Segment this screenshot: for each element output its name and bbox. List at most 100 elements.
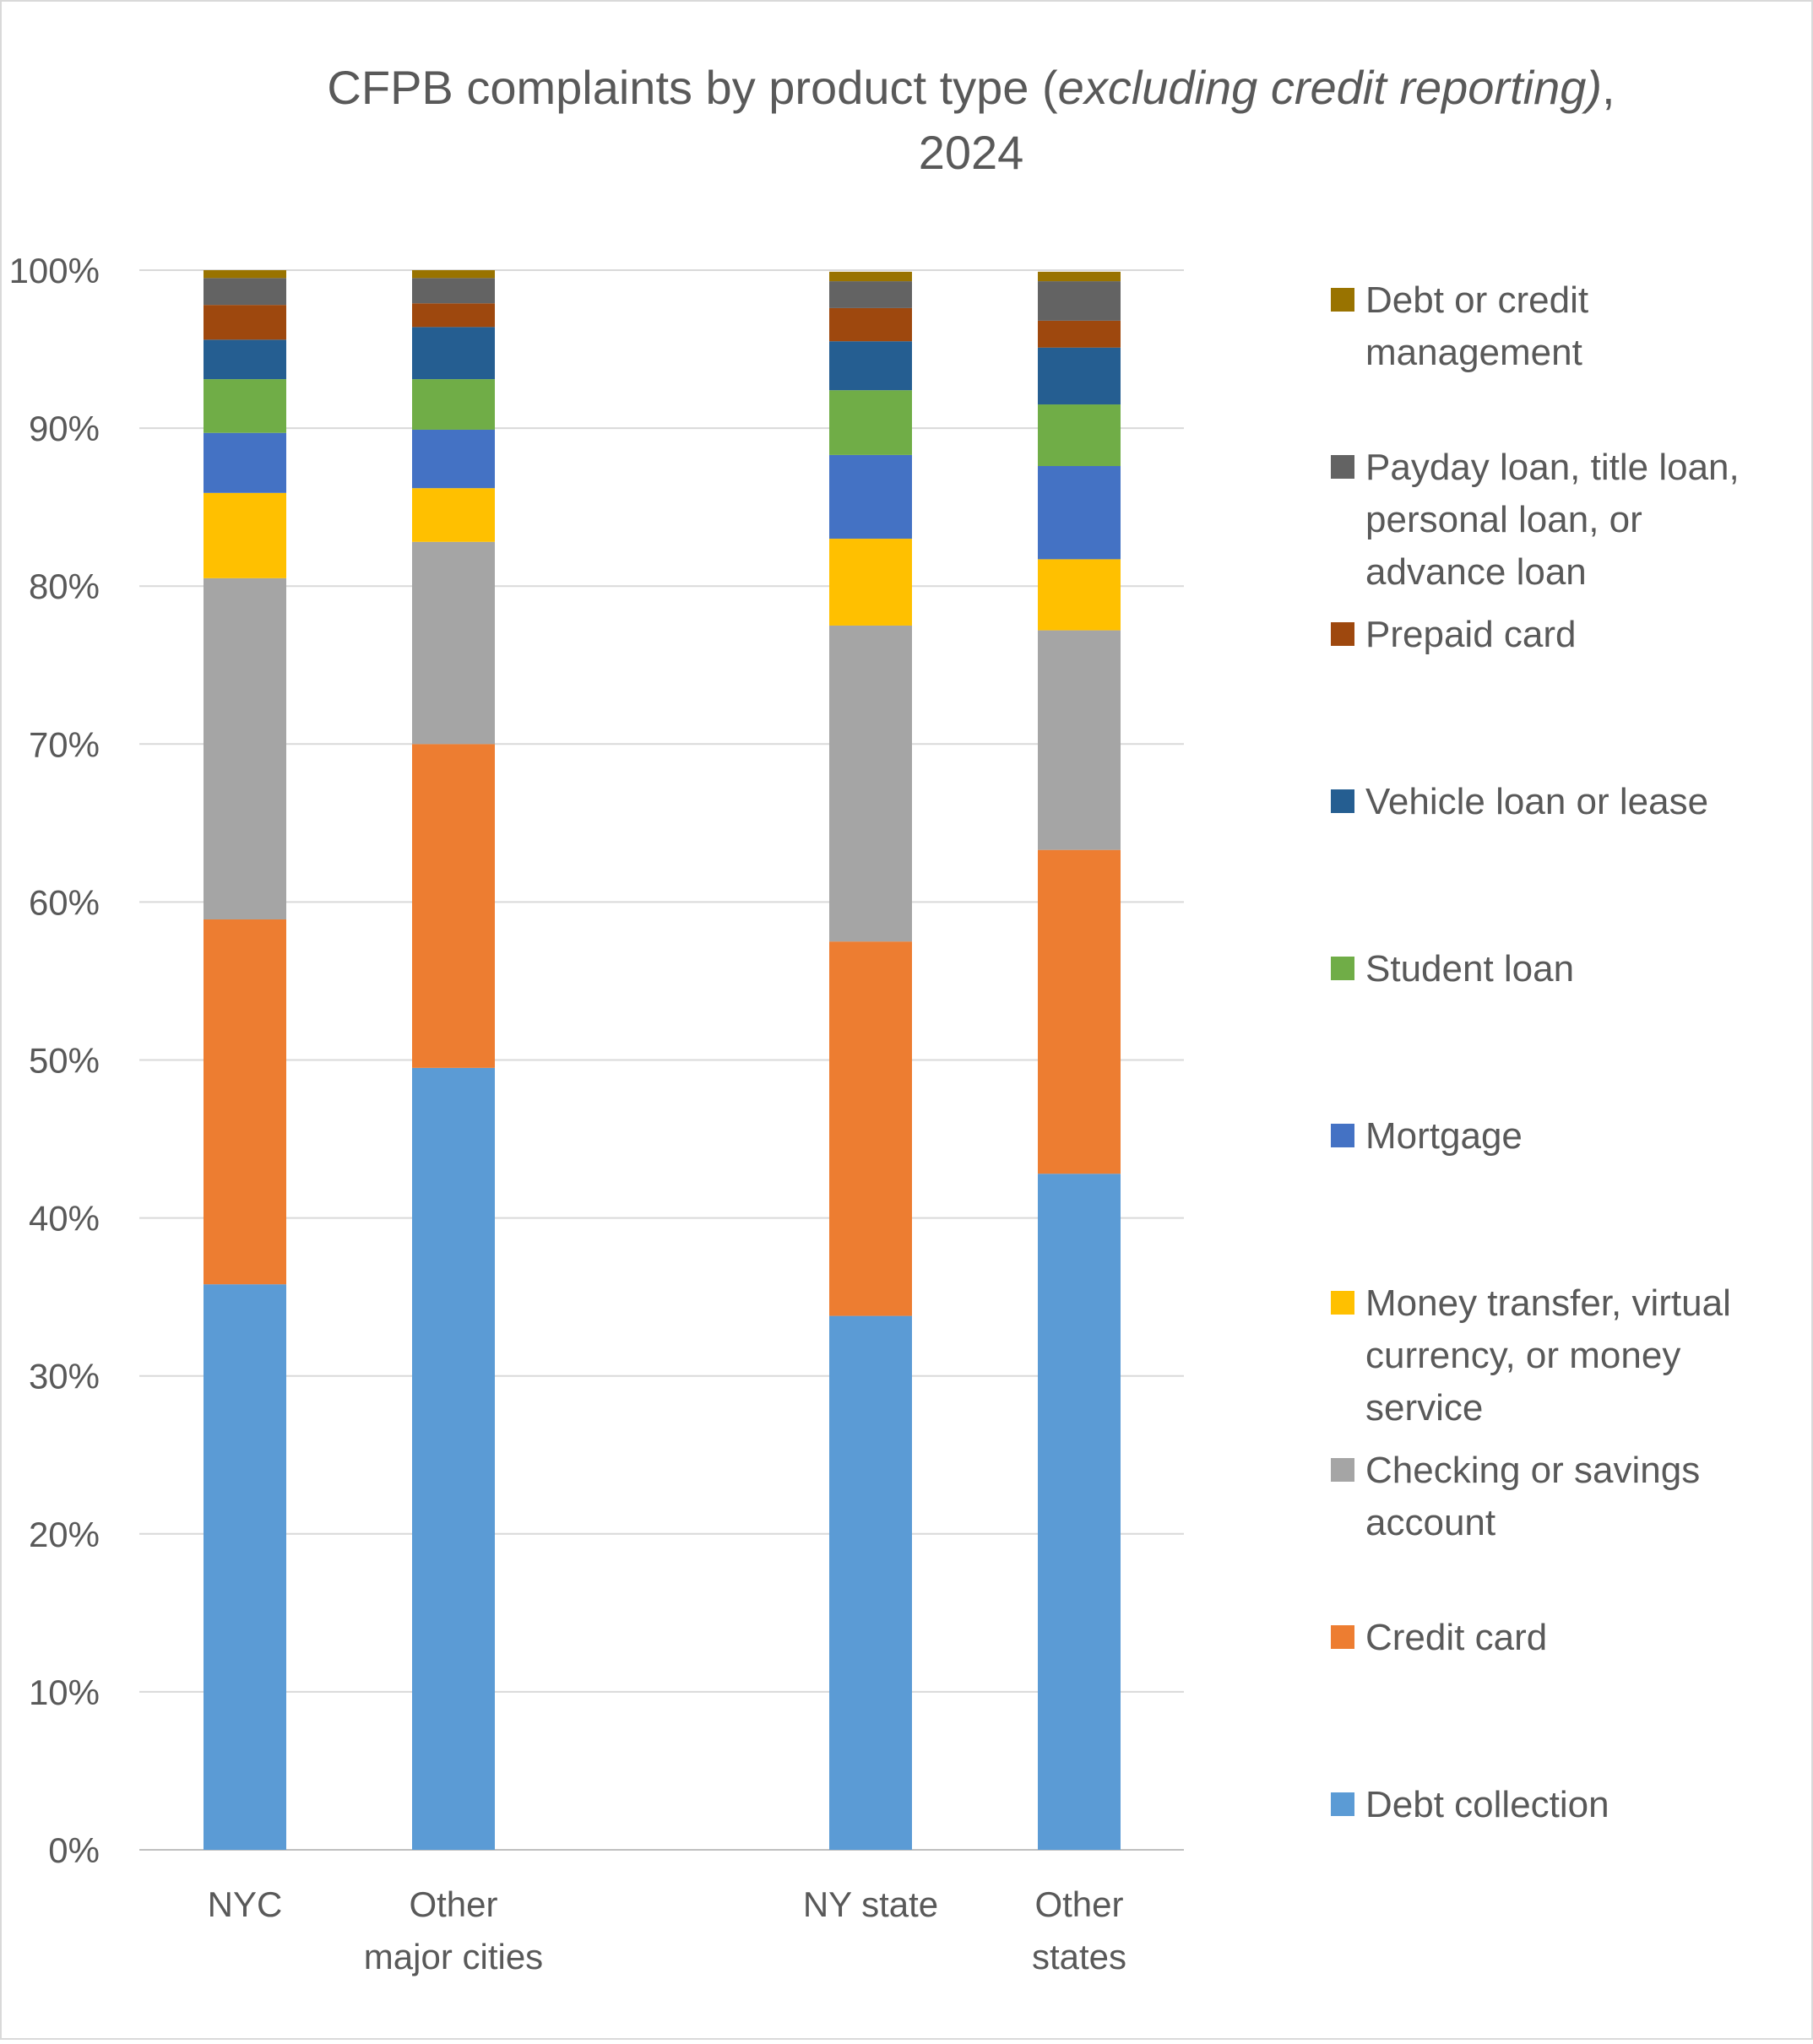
bar-segment-student-loan bbox=[412, 379, 495, 430]
legend-label: advance loan bbox=[1365, 551, 1587, 593]
bar-segment-student-loan bbox=[1038, 404, 1121, 467]
bar-segment-money-transfer-virtual-currency-or-money-service bbox=[829, 539, 912, 626]
y-tick-label: 40% bbox=[29, 1199, 100, 1239]
bar-segment-debt-collection bbox=[204, 1284, 286, 1850]
legend-label: management bbox=[1365, 332, 1582, 373]
bar-segment-debt-or-credit-management bbox=[1038, 271, 1121, 282]
x-category-label: Other bbox=[409, 1884, 497, 1924]
legend-item-credit-card: Credit card bbox=[1331, 1617, 1547, 1658]
x-category-label: NY state bbox=[803, 1884, 938, 1924]
bar-segment-debt-collection bbox=[829, 1315, 912, 1850]
legend-label: Prepaid card bbox=[1365, 614, 1576, 655]
legend: Debt or credit management Payday loan, tit… bbox=[1331, 279, 1740, 1825]
bar-segment-money-transfer-virtual-currency-or-money-service bbox=[412, 488, 495, 542]
x-category-label: states bbox=[1032, 1937, 1126, 1976]
y-tick-label: 0% bbox=[48, 1830, 100, 1870]
legend-label: Debt or credit bbox=[1365, 279, 1588, 321]
legend-label: Vehicle loan or lease bbox=[1365, 781, 1708, 822]
bar-segment-prepaid-card bbox=[412, 303, 495, 328]
legend-swatch bbox=[1331, 622, 1354, 646]
bar-stack-other-states bbox=[1038, 271, 1121, 1850]
legend-item-debt-or-credit-management: Debt or credit management bbox=[1331, 279, 1588, 373]
bar-segment-mortgage bbox=[204, 432, 286, 493]
y-tick-label: 60% bbox=[29, 882, 100, 922]
bar-segment-vehicle-loan-or-lease bbox=[412, 327, 495, 380]
bar-stack-other-major-cities bbox=[412, 270, 495, 1850]
gridlines bbox=[139, 269, 1184, 1851]
y-tick-label: 100% bbox=[9, 251, 100, 290]
bar-segment-student-loan bbox=[204, 379, 286, 433]
legend-item-payday-loan-title-loan-personal-loan-or-advance-loan: Payday loan, title loan, personal loan, o… bbox=[1331, 447, 1740, 593]
y-tick-label: 70% bbox=[29, 724, 100, 764]
y-tick-label: 80% bbox=[29, 567, 100, 606]
bar-segment-prepaid-card bbox=[829, 307, 912, 342]
legend-label: Mortgage bbox=[1365, 1115, 1523, 1157]
chart-title-suffix: , bbox=[1602, 61, 1615, 114]
bar-segment-payday-loan-title-loan-personal-loan-or-advance-loan bbox=[204, 278, 286, 306]
legend-label: currency, or money bbox=[1365, 1335, 1680, 1376]
legend-label: Money transfer, virtual bbox=[1365, 1282, 1731, 1324]
y-axis-ticks: 0% 10% 20% 30% 40% 50% 60% 70% 80% 90% 100% bbox=[9, 251, 100, 1870]
legend-item-mortgage: Mortgage bbox=[1331, 1115, 1523, 1157]
legend-label: Student loan bbox=[1365, 948, 1574, 989]
legend-item-debt-collection: Debt collection bbox=[1331, 1784, 1609, 1825]
legend-item-checking-or-savings-account: Checking or savings account bbox=[1331, 1450, 1700, 1543]
bar-segment-debt-collection bbox=[412, 1067, 495, 1850]
bar-segment-money-transfer-virtual-currency-or-money-service bbox=[204, 492, 286, 578]
chart-title-prefix: CFPB complaints by product type ( bbox=[327, 61, 1058, 114]
bar-segment-mortgage bbox=[412, 429, 495, 489]
x-category-label: Other bbox=[1034, 1884, 1123, 1924]
legend-label: Payday loan, title loan, bbox=[1365, 447, 1740, 488]
x-axis-labels: NYC Other major cities NY state Other states bbox=[208, 1884, 1126, 1976]
bar-segment-debt-or-credit-management bbox=[829, 271, 912, 282]
legend-swatch bbox=[1331, 1792, 1354, 1816]
legend-swatch bbox=[1331, 1124, 1354, 1147]
legend-swatch bbox=[1331, 288, 1354, 312]
bar-segment-vehicle-loan-or-lease bbox=[829, 341, 912, 391]
legend-swatch bbox=[1331, 1458, 1354, 1482]
y-tick-label: 20% bbox=[29, 1515, 100, 1554]
legend-item-vehicle-loan-or-lease: Vehicle loan or lease bbox=[1331, 781, 1708, 822]
y-tick-label: 90% bbox=[29, 409, 100, 448]
legend-item-money-transfer-virtual-currency-or-money-service: Money transfer, virtual currency, or mone… bbox=[1331, 1282, 1731, 1429]
x-category-label: major cities bbox=[364, 1937, 543, 1976]
bar-segment-money-transfer-virtual-currency-or-money-service bbox=[1038, 559, 1121, 631]
bar-stack-nyc bbox=[204, 270, 286, 1850]
legend-label: Credit card bbox=[1365, 1617, 1547, 1658]
y-tick-label: 10% bbox=[29, 1673, 100, 1712]
bar-segment-debt-or-credit-management bbox=[412, 270, 495, 279]
bar-segment-checking-or-savings-account bbox=[412, 541, 495, 745]
legend-swatch bbox=[1331, 455, 1354, 479]
bar-segment-vehicle-loan-or-lease bbox=[204, 339, 286, 380]
bar-segment-mortgage bbox=[829, 454, 912, 539]
bar-segment-payday-loan-title-loan-personal-loan-or-advance-loan bbox=[412, 278, 495, 304]
chart-title-emphasis: excluding credit reporting) bbox=[1058, 61, 1602, 114]
legend-swatch bbox=[1331, 1291, 1354, 1315]
bar-segment-checking-or-savings-account bbox=[204, 577, 286, 919]
legend-label: personal loan, or bbox=[1365, 499, 1642, 540]
bar-segment-student-loan bbox=[829, 390, 912, 455]
bar-segment-payday-loan-title-loan-personal-loan-or-advance-loan bbox=[829, 281, 912, 308]
bar-segment-debt-or-credit-management bbox=[204, 270, 286, 279]
chart-title-line-2: 2024 bbox=[919, 126, 1024, 179]
bar-segment-credit-card bbox=[204, 919, 286, 1285]
legend-swatch bbox=[1331, 1625, 1354, 1649]
bar-segment-checking-or-savings-account bbox=[1038, 630, 1121, 850]
bar-segment-vehicle-loan-or-lease bbox=[1038, 347, 1121, 405]
y-tick-label: 30% bbox=[29, 1357, 100, 1396]
bar-segment-mortgage bbox=[1038, 466, 1121, 560]
legend-label: Debt collection bbox=[1365, 1784, 1609, 1825]
bar-segment-credit-card bbox=[412, 744, 495, 1068]
legend-swatch bbox=[1331, 957, 1354, 980]
bar-stack-ny-state bbox=[829, 271, 912, 1850]
bar-segment-prepaid-card bbox=[1038, 320, 1121, 348]
bar-segment-credit-card bbox=[829, 941, 912, 1316]
chart-title-line-1: CFPB complaints by product type (excludi… bbox=[327, 61, 1615, 114]
bar-segment-prepaid-card bbox=[204, 305, 286, 340]
bar-segment-checking-or-savings-account bbox=[829, 625, 912, 942]
bars bbox=[204, 270, 1121, 1850]
legend-label: Checking or savings bbox=[1365, 1450, 1700, 1491]
legend-item-prepaid-card: Prepaid card bbox=[1331, 614, 1576, 655]
